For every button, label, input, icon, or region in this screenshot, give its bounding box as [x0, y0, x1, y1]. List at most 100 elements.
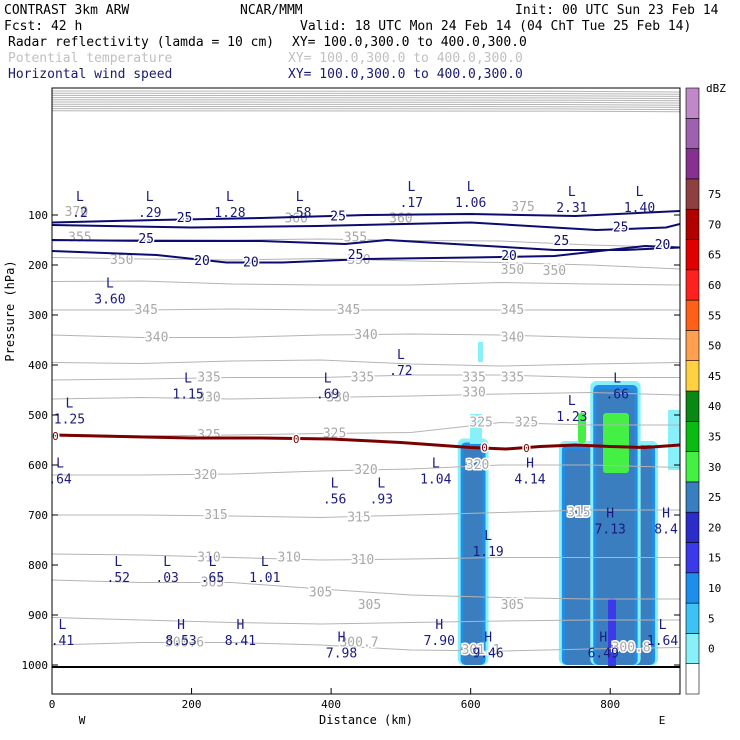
low-center-marker: L	[636, 185, 644, 200]
high-center-marker: H	[606, 507, 614, 522]
pressure-center-value: 1.15	[172, 388, 203, 403]
theta-contour-line	[52, 374, 680, 381]
theta-contour-label: 305	[358, 598, 381, 613]
low-center-marker: L	[331, 477, 339, 492]
theta-contour-label: 305	[201, 576, 224, 591]
theta-contour-label: 345	[501, 303, 524, 318]
forecast-hour: Fcst: 42 h	[4, 19, 82, 34]
y-tick-label: 700	[28, 509, 48, 522]
theta-contour-label: 315	[567, 506, 590, 521]
theta-upper-band	[52, 110, 680, 113]
reflectivity-column-core	[463, 446, 483, 665]
colorbar-tick-label: 60	[708, 279, 721, 292]
field-wind-xy: XY= 100.0,300.0 to 400.0,300.0	[288, 67, 523, 82]
pressure-center-value: 7.90	[424, 634, 455, 649]
theta-contour-line	[52, 308, 680, 311]
pressure-center-value: 1.28	[214, 206, 245, 221]
freezing-level-label: 0	[293, 433, 300, 446]
low-center-marker: L	[432, 457, 440, 472]
colorbar-tick-label: 50	[708, 340, 721, 353]
theta-contour-label: 330	[326, 391, 349, 406]
y-tick-label: 1000	[22, 659, 49, 672]
x-tick-label: 800	[600, 698, 620, 711]
theta-upper-band	[52, 105, 680, 108]
pressure-center-value: 1.01	[249, 571, 280, 586]
wind-speed-contour-label: 25	[177, 211, 193, 226]
theta-contour-label: 350	[501, 263, 524, 278]
colorbar-swatch	[685, 451, 700, 483]
field-theta-label: Potential temperature	[8, 51, 173, 66]
theta-contour-line	[52, 553, 680, 561]
low-center-marker: L	[407, 180, 415, 195]
colorbar-title: dBZ	[706, 82, 726, 95]
colorbar-tick-label: 65	[708, 249, 721, 262]
wind-speed-contour-label: 25	[554, 234, 570, 249]
theta-contour-label: 305	[309, 586, 332, 601]
field-wind-label: Horizontal wind speed	[8, 67, 172, 82]
theta-contour-line	[52, 333, 680, 340]
colorbar-tick-label: 75	[708, 188, 721, 201]
y-tick-label: 800	[28, 559, 48, 572]
plot-frame	[51, 87, 681, 695]
high-center-marker: H	[484, 631, 492, 646]
pressure-center-value: 4.14	[514, 473, 545, 488]
pressure-center-value: 1.64	[647, 634, 678, 649]
x-axis-label: Distance (km)	[319, 713, 413, 727]
colorbar-tick-label: 0	[708, 643, 715, 656]
wind-speed-contour-label: 20	[655, 238, 671, 253]
wind-speed-contour-label: 25	[330, 210, 346, 225]
reflectivity-layer	[457, 342, 680, 668]
pressure-center-value: .41	[51, 634, 74, 649]
colorbar-tick-label: 55	[708, 309, 721, 322]
theta-contour-line	[52, 359, 680, 367]
model-title: CONTRAST 3km ARW	[4, 3, 129, 18]
theta-contour-label: 345	[134, 303, 157, 318]
low-center-marker: L	[106, 277, 114, 292]
pressure-center-value: 1.23	[556, 410, 587, 425]
colorbar-swatch	[685, 239, 700, 271]
reflectivity-green-cell	[578, 413, 586, 443]
reflectivity-fringe	[478, 342, 483, 362]
theta-contour-label: 301.1	[462, 643, 501, 658]
pressure-center-value: .72	[389, 364, 412, 379]
figure-header: CONTRAST 3km ARW NCAR/MMM Init: 00 UTC S…	[4, 3, 719, 82]
pressure-center-value: .64	[48, 473, 72, 488]
colorbar-swatch	[685, 511, 700, 543]
y-tick-label: 400	[28, 359, 48, 372]
theta-contour-label: 320	[466, 458, 489, 473]
theta-contour-line	[52, 579, 680, 600]
colorbar-tick-label: 35	[708, 430, 721, 443]
theta-contour-label: 310	[197, 551, 220, 566]
pressure-center-value: 2.31	[556, 201, 587, 216]
low-center-marker: L	[209, 555, 217, 570]
pressure-center-value: .29	[138, 206, 161, 221]
wind-speed-contour-line	[52, 221, 680, 232]
east-label: E	[659, 714, 666, 727]
colorbar-swatch	[685, 148, 700, 180]
theta-contour-label: 375	[511, 200, 534, 215]
wind-contour-layer: 25 25 25 25 25 25 20 20 20 20	[52, 208, 680, 272]
low-center-marker: L	[76, 190, 84, 205]
y-tick-label: 500	[28, 409, 48, 422]
theta-contour-label: 360	[284, 212, 307, 227]
y-axis-label: Pressure (hPa)	[3, 260, 17, 361]
low-center-marker: L	[261, 555, 269, 570]
freezing-level-layer: 0 0 0 0	[52, 429, 680, 457]
theta-contour-label: 320	[354, 463, 377, 478]
colorbar-swatch	[685, 208, 700, 240]
theta-contour-label: 330	[197, 391, 220, 406]
low-center-marker: L	[484, 529, 492, 544]
high-center-marker: H	[236, 618, 244, 633]
x-tick-label: 400	[321, 698, 341, 711]
pressure-center-value: .93	[370, 493, 393, 508]
pressure-center-value: 1.19	[472, 545, 503, 560]
low-center-marker: L	[467, 180, 475, 195]
pressure-center-value: 9.46	[472, 647, 503, 662]
theta-contour-label: 320	[194, 468, 217, 483]
pressure-center-value: .58	[288, 206, 311, 221]
colorbar-tick-label: 45	[708, 370, 721, 383]
pressure-center-labels: L.2L.29L1.28L.58L.17L1.06L2.31L1.40L3.60…	[48, 180, 678, 662]
high-center-marker: H	[338, 631, 346, 646]
colorbar-swatch	[685, 633, 700, 665]
